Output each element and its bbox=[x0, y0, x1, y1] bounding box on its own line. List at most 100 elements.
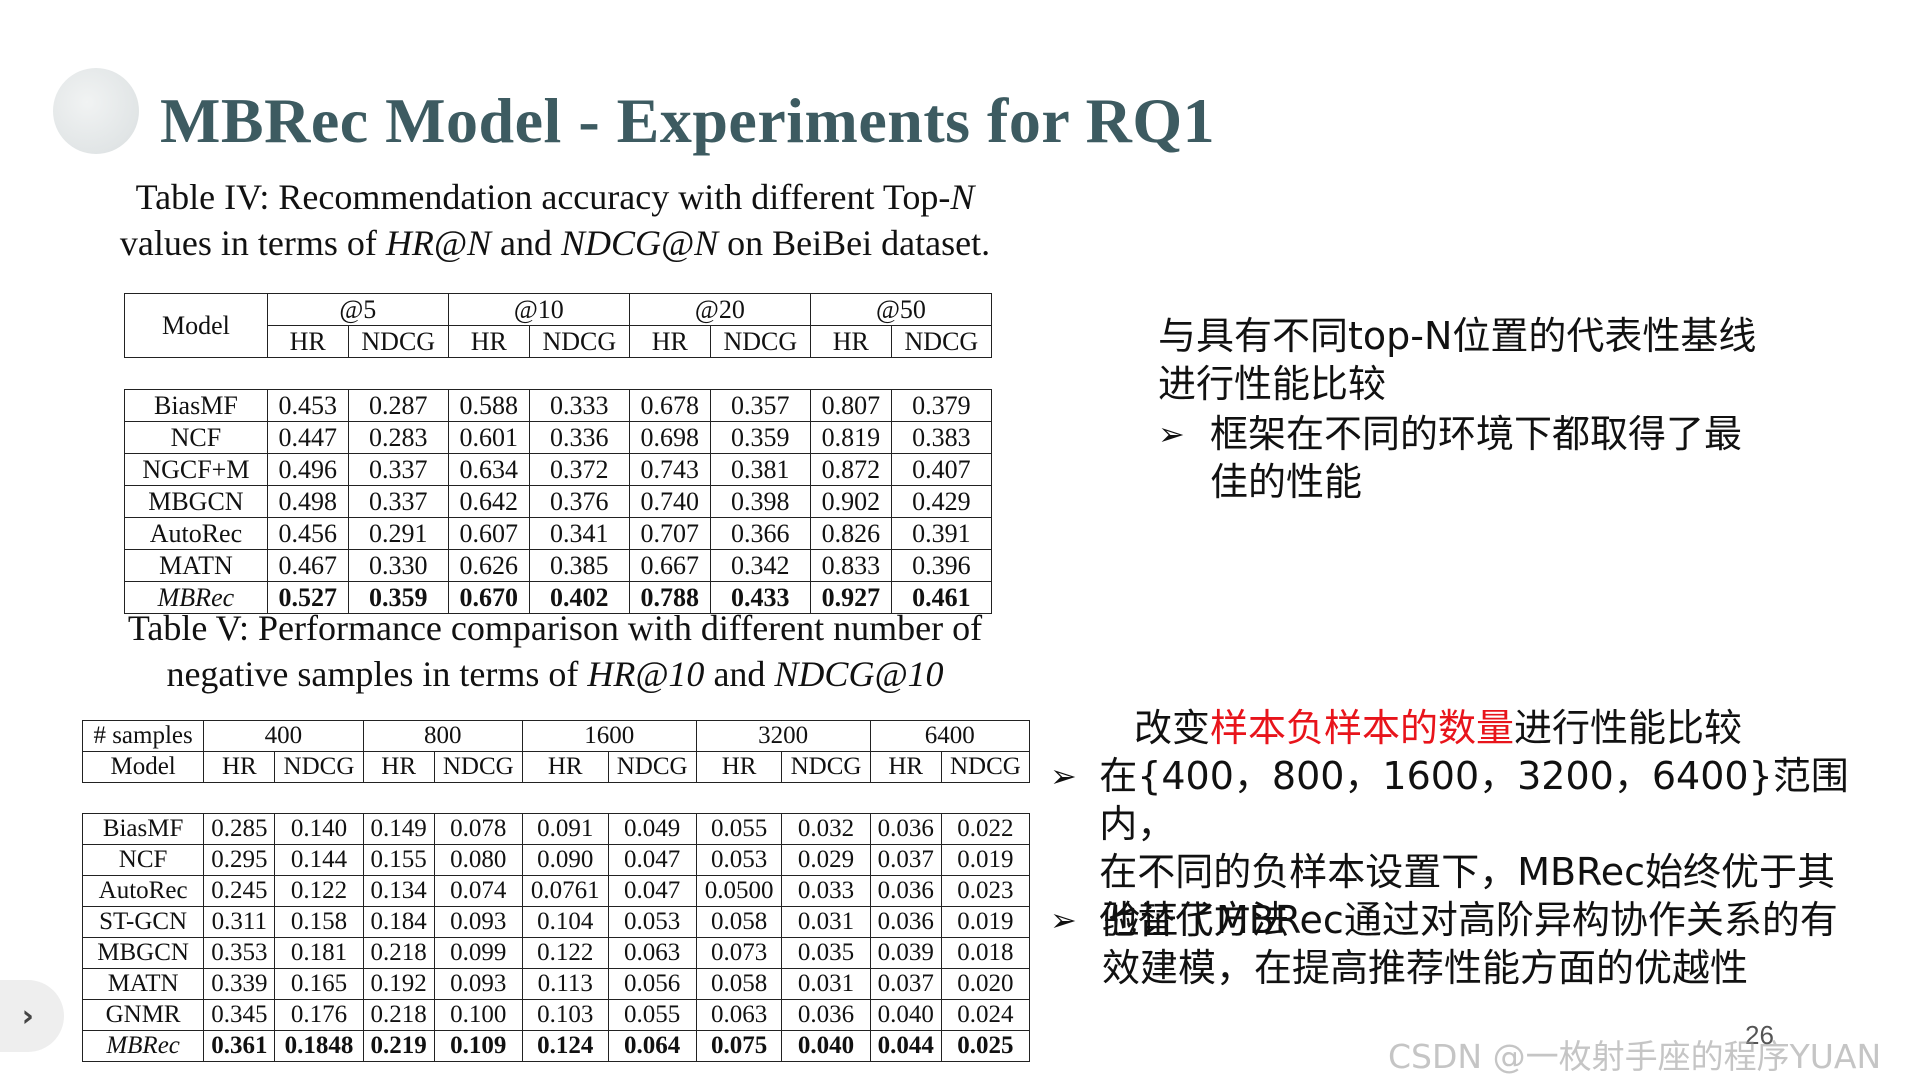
value-cell: 0.285 bbox=[203, 813, 276, 845]
group-header-cell: @5 bbox=[266, 293, 449, 326]
notes-block2-bullet1: ➢ 在{400，800，1600，3200，6400}范围内， 在不同的负样本设… bbox=[1050, 754, 1849, 942]
value-cell: 0.678 bbox=[628, 389, 711, 422]
value-cell: 0.819 bbox=[809, 421, 892, 454]
value-cell: 0.103 bbox=[521, 999, 609, 1031]
value-cell: 0.176 bbox=[274, 999, 364, 1031]
value-cell: 0.122 bbox=[274, 875, 364, 907]
table-row: MBGCN 0.498 0.337 0.642 0.376 0.740 0.398 0.902… bbox=[124, 485, 993, 518]
highlighted-phrase: 样本负样本的数量 bbox=[1210, 706, 1515, 750]
value-cell: 0.342 bbox=[709, 549, 811, 582]
table-row: NCF 0.447 0.283 0.601 0.336 0.698 0.359 0.819 0.… bbox=[124, 421, 993, 454]
value-cell: 0.058 bbox=[695, 968, 783, 1000]
metric-header-cell: HR bbox=[203, 751, 276, 783]
value-cell: 0.037 bbox=[869, 968, 942, 1000]
value-cell: 0.078 bbox=[433, 813, 523, 845]
arrowhead-bullet-icon: ➢ bbox=[1050, 901, 1077, 939]
separator-cell bbox=[125, 358, 992, 390]
value-cell: 0.376 bbox=[528, 485, 630, 518]
notes-block1-heading: 与具有不同top-N位置的代表性基线 进行性能比较 bbox=[1158, 314, 1757, 406]
value-cell: 0.029 bbox=[781, 844, 871, 876]
value-cell: 0.391 bbox=[890, 517, 993, 550]
value-cell: 0.429 bbox=[890, 485, 993, 518]
value-cell: 0.698 bbox=[628, 421, 711, 454]
table-row: ST-GCN 0.311 0.158 0.184 0.093 0.104 0.053 0.05… bbox=[81, 906, 1031, 938]
table5-caption-line1: Table V: Performance comparison with dif… bbox=[127, 608, 983, 648]
value-cell: 0.040 bbox=[869, 999, 942, 1031]
model-header-cell: Model bbox=[124, 293, 268, 358]
value-cell: 0.024 bbox=[940, 999, 1031, 1031]
value-cell: 0.181 bbox=[274, 937, 364, 969]
value-cell: 0.359 bbox=[709, 421, 811, 454]
value-cell: 0.601 bbox=[447, 421, 530, 454]
value-cell: 0.527 bbox=[266, 581, 349, 614]
model-name-cell: NGCF+M bbox=[124, 453, 268, 486]
value-cell: 0.036 bbox=[781, 999, 871, 1031]
next-slide-button[interactable]: › bbox=[0, 980, 64, 1052]
value-cell: 0.383 bbox=[890, 421, 993, 454]
value-cell: 0.372 bbox=[528, 453, 630, 486]
value-cell: 0.456 bbox=[266, 517, 349, 550]
group-header-cell: 400 bbox=[203, 720, 364, 752]
value-cell: 0.073 bbox=[695, 937, 783, 969]
table-separator bbox=[83, 783, 1030, 814]
value-cell: 0.140 bbox=[274, 813, 364, 845]
table-row: MBRec 0.361 0.1848 0.219 0.109 0.124 0.064 0.07… bbox=[81, 1030, 1031, 1062]
value-cell: 0.807 bbox=[809, 389, 892, 422]
metric-header-cell: HR bbox=[809, 325, 892, 358]
value-cell: 0.019 bbox=[940, 906, 1031, 938]
arrowhead-bullet-icon: ➢ bbox=[1158, 415, 1185, 453]
value-cell: 0.634 bbox=[447, 453, 530, 486]
value-cell: 0.295 bbox=[203, 844, 276, 876]
table4-caption-line1: Table IV: Recommendation accuracy with d… bbox=[135, 177, 975, 217]
value-cell: 0.104 bbox=[521, 906, 609, 938]
value-cell: 0.090 bbox=[521, 844, 609, 876]
value-cell: 0.339 bbox=[203, 968, 276, 1000]
model-name-cell: NCF bbox=[81, 844, 205, 876]
value-cell: 0.144 bbox=[274, 844, 364, 876]
value-cell: 0.047 bbox=[607, 844, 697, 876]
value-cell: 0.074 bbox=[433, 875, 523, 907]
value-cell: 0.433 bbox=[709, 581, 811, 614]
value-cell: 0.165 bbox=[274, 968, 364, 1000]
table-row: AutoRec 0.245 0.122 0.134 0.074 0.0761 0.047 0.… bbox=[81, 875, 1031, 907]
table-row: MBRec 0.527 0.359 0.670 0.402 0.788 0.433 0.927… bbox=[124, 581, 993, 614]
value-cell: 0.055 bbox=[695, 813, 783, 845]
value-cell: 0.155 bbox=[362, 844, 435, 876]
samples-header-cell: # samples bbox=[81, 720, 205, 752]
value-cell: 0.158 bbox=[274, 906, 364, 938]
model-name-cell: MBGCN bbox=[81, 937, 205, 969]
value-cell: 0.336 bbox=[528, 421, 630, 454]
value-cell: 0.283 bbox=[347, 421, 449, 454]
group-header-cell: @20 bbox=[628, 293, 811, 326]
value-cell: 0.031 bbox=[781, 906, 871, 938]
table4-group-header-row: Model @5 @10 @20 @50 bbox=[124, 293, 993, 358]
value-cell: 0.093 bbox=[433, 968, 523, 1000]
value-cell: 0.033 bbox=[781, 875, 871, 907]
model-name-cell: BiasMF bbox=[124, 389, 268, 422]
model-name-cell: MATN bbox=[81, 968, 205, 1000]
value-cell: 0.036 bbox=[869, 813, 942, 845]
value-cell: 0.366 bbox=[709, 517, 811, 550]
table5-caption-line2: negative samples in terms of HR@10 and N… bbox=[166, 654, 944, 694]
value-cell: 0.184 bbox=[362, 906, 435, 938]
value-cell: 0.020 bbox=[940, 968, 1031, 1000]
value-cell: 0.134 bbox=[362, 875, 435, 907]
value-cell: 0.036 bbox=[869, 906, 942, 938]
value-cell: 0.091 bbox=[521, 813, 609, 845]
value-cell: 0.035 bbox=[781, 937, 871, 969]
value-cell: 0.359 bbox=[347, 581, 449, 614]
value-cell: 0.044 bbox=[869, 1030, 942, 1062]
value-cell: 0.927 bbox=[809, 581, 892, 614]
group-header-cell: 6400 bbox=[869, 720, 1031, 752]
metric-header-cell: HR bbox=[628, 325, 711, 358]
value-cell: 0.122 bbox=[521, 937, 609, 969]
metric-header-cell: NDCG bbox=[940, 751, 1031, 783]
value-cell: 0.291 bbox=[347, 517, 449, 550]
model-name-cell: ST-GCN bbox=[81, 906, 205, 938]
value-cell: 0.872 bbox=[809, 453, 892, 486]
value-cell: 0.0761 bbox=[521, 875, 609, 907]
table-row: BiasMF 0.453 0.287 0.588 0.333 0.678 0.357 0.80… bbox=[124, 389, 993, 422]
table4-caption-line2: values in terms of HR@N and NDCG@N on Be… bbox=[119, 223, 991, 263]
group-header-cell: @50 bbox=[809, 293, 993, 326]
metric-header-cell: NDCG bbox=[890, 325, 993, 358]
